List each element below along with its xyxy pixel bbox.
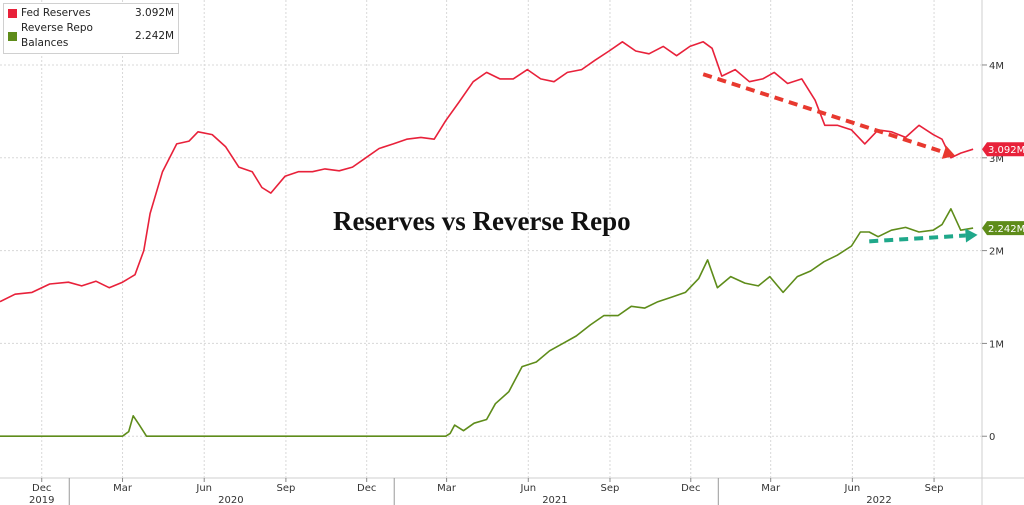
x-tick-label: Mar [437,483,457,494]
legend-swatch-reverse-repo [8,31,17,41]
x-tick-label: Sep [601,483,620,494]
last-value-labels: 3.092M 2.242M [982,142,1024,236]
x-tick-label: Jun [519,483,536,494]
x-tick-label: Mar [761,483,781,494]
last-value-label-1: 2.242M [988,224,1024,235]
y-tick-label: 4M [989,61,1004,72]
last-value-tag-0 [982,142,1024,157]
x-year-label: 2020 [218,495,243,505]
series-line-0 [0,41,974,303]
legend-swatch-fed-reserves [8,9,17,18]
last-value-label-0: 3.092M [988,145,1024,156]
y-tick-label: 3M [989,154,1004,165]
x-year-label: 2022 [866,495,891,505]
y-tick-label: 1M [989,339,1004,350]
x-tick-label: Jun [195,483,212,494]
series-lines [0,41,974,437]
x-tick-label: Sep [276,483,295,494]
x-tick-label: Sep [925,483,944,494]
y-tick-label: 2M [989,247,1004,258]
annotations [702,72,978,244]
legend-label-reverse-repo: Reverse Repo Balances [21,22,93,49]
legend-label-fed-reserves: Fed Reserves [21,7,91,19]
legend-value-fed-reserves: 3.092M [135,7,175,19]
trend-arrow-head-1 [965,228,978,243]
x-tick-label: Dec [681,483,700,494]
last-value-tag-1 [982,221,1024,236]
trend-arrow-shaft-0 [702,72,945,155]
y-axis: 0 1M 2M 3M 4M [982,61,1004,443]
x-tick-label: Dec [32,483,51,494]
x-tick-label: Mar [113,483,133,494]
x-tick-label: Jun [844,483,861,494]
legend-entry-fed-reserves: Fed Reserves 3.092M [8,6,174,21]
x-year-label: 2019 [29,495,54,505]
x-year-label: 2021 [542,495,567,505]
y-tick-label: 0 [989,432,995,443]
legend: Fed Reserves 3.092M Reverse Repo Balance… [3,3,180,54]
series-line-1 [0,208,974,437]
x-axis: Dec Mar Jun Sep Dec Mar Jun Sep Dec Mar Jun Sep 2019… [29,478,943,505]
legend-entry-reverse-repo: Reverse Repo Balances 2.242M [8,21,174,51]
x-tick-label: Dec [357,483,376,494]
legend-value-reverse-repo: 2.242M [135,29,175,42]
trend-arrow-head-0 [941,145,956,159]
chart-title: Reserves vs Reverse Repo [333,206,631,236]
trend-arrow-shaft-1 [869,233,966,244]
